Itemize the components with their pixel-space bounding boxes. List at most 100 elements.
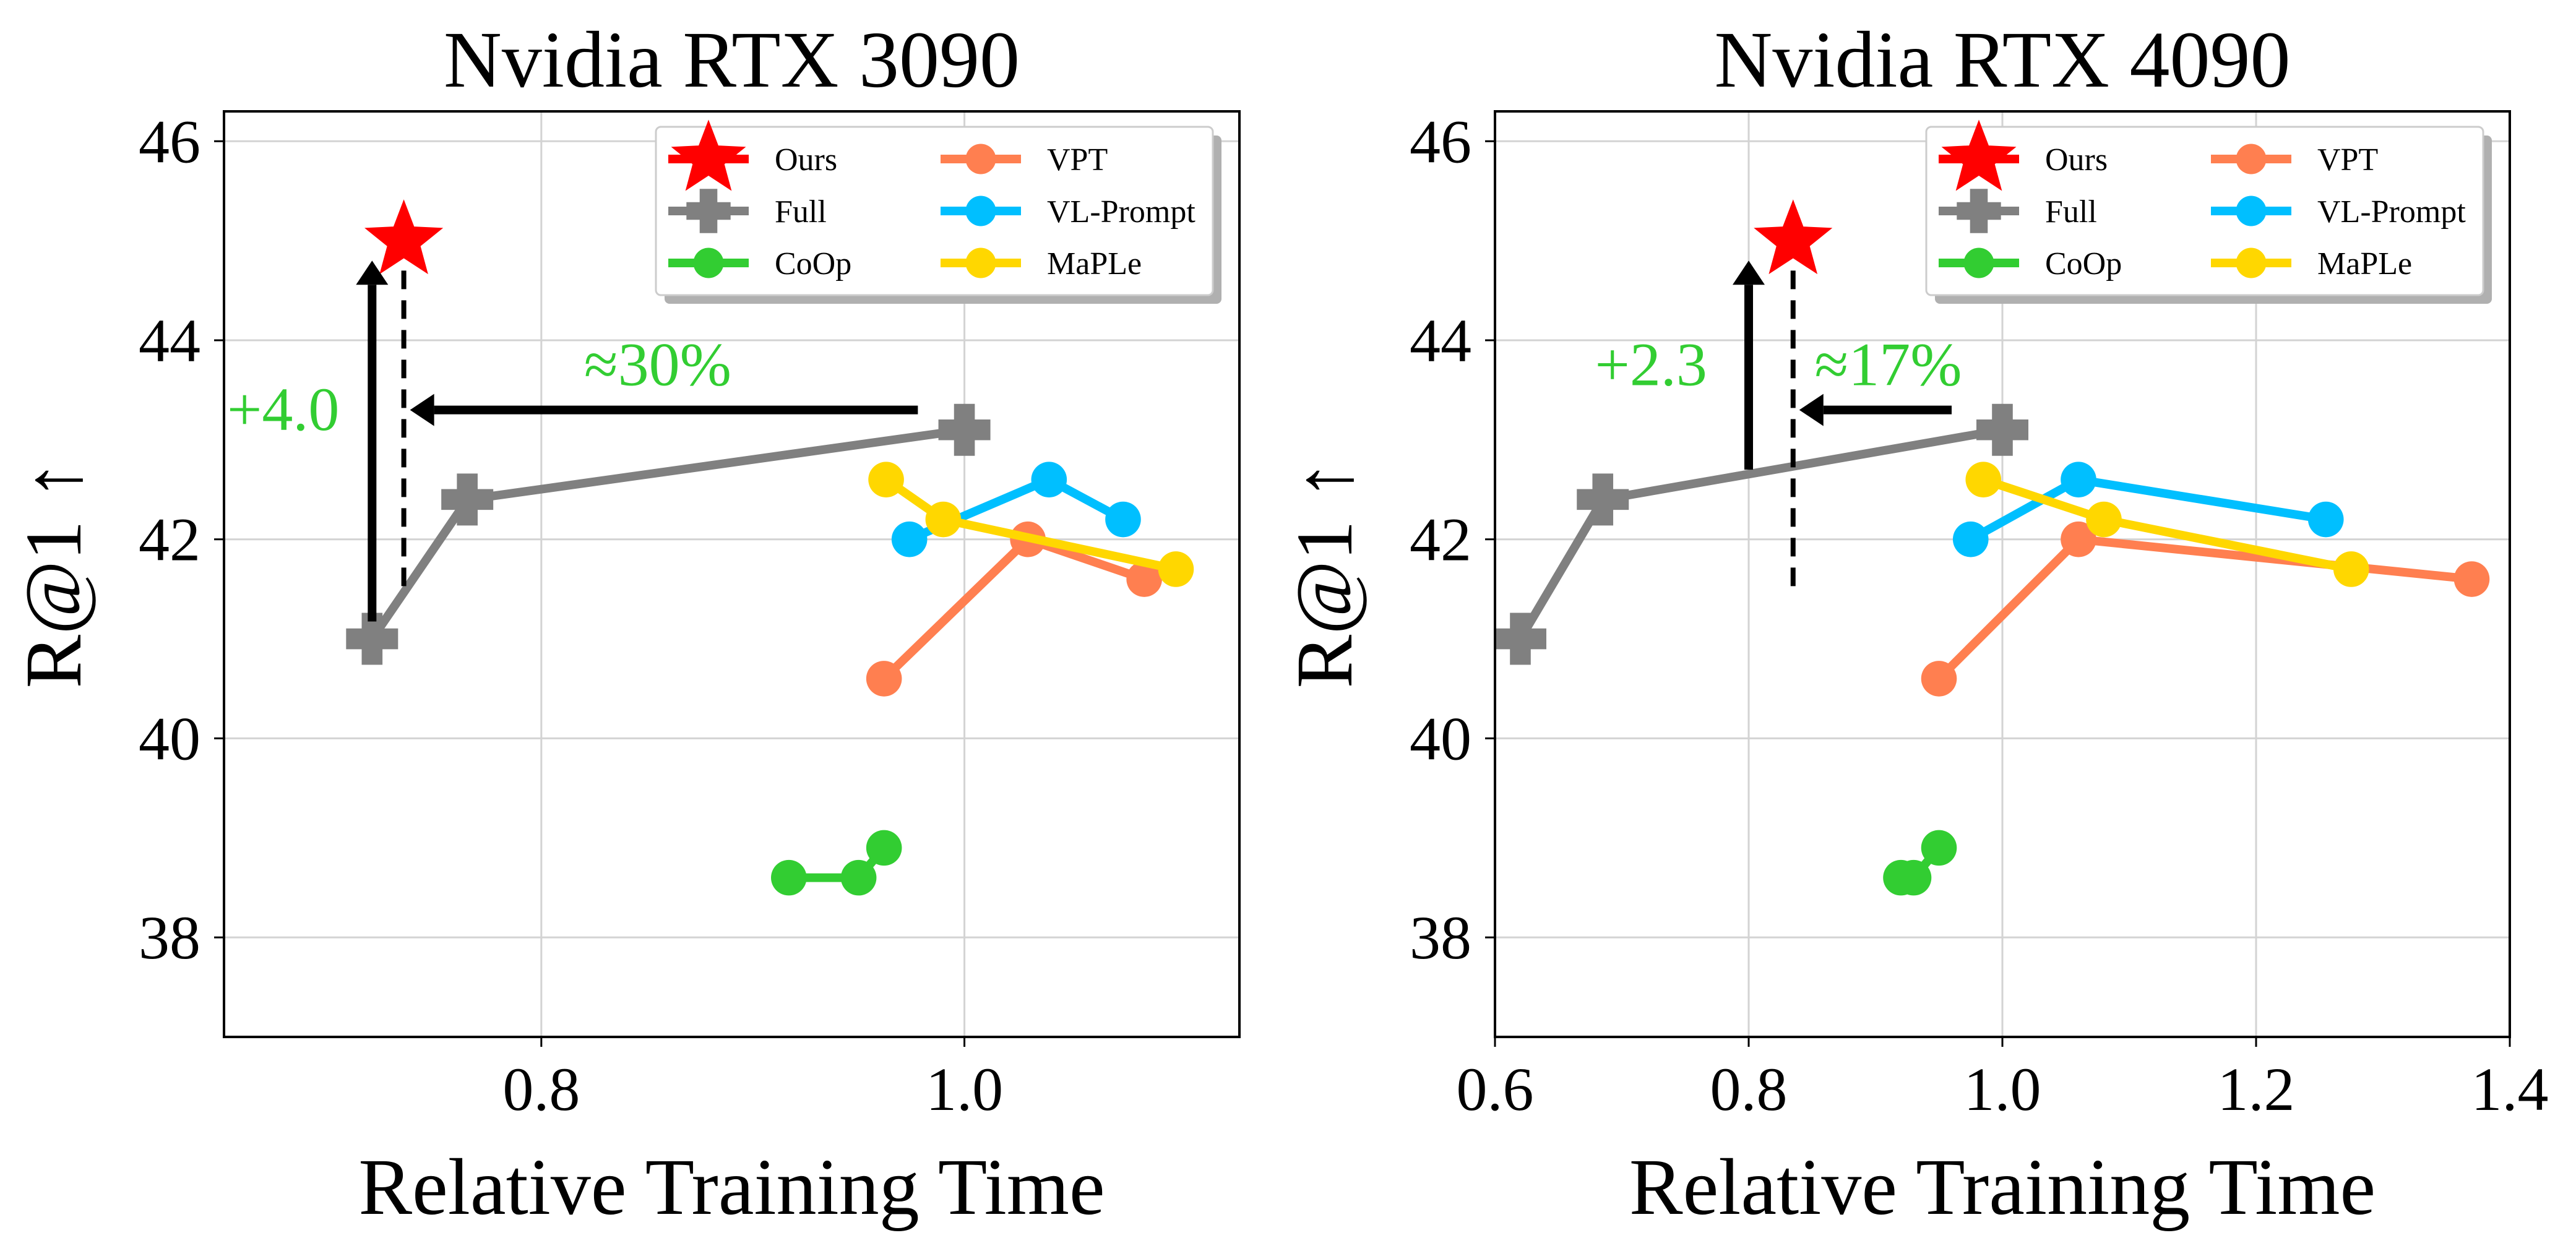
legend-swatch-marker	[1963, 247, 1994, 278]
legend-label: VPT	[2317, 142, 2378, 178]
legend-item-coop: CoOp	[668, 246, 851, 282]
chart-title: Nvidia RTX 4090	[1714, 15, 2290, 105]
data-point	[1952, 521, 1989, 557]
series-line	[881, 535, 1146, 682]
legend-item-ours: Ours	[668, 119, 837, 191]
legend-label: MaPLe	[2317, 246, 2412, 282]
data-point	[1494, 613, 1546, 665]
plot-frame	[223, 110, 1241, 1038]
speedup-arrow-head	[410, 393, 434, 426]
legend-swatch-marker	[693, 247, 724, 278]
legend-item-vpt: VPT	[941, 142, 1108, 178]
y-tick-label: 38	[139, 903, 200, 972]
legend-label: CoOp	[775, 246, 851, 282]
legend-swatch-marker	[965, 196, 996, 226]
speedup-annotation: ≈30%	[584, 330, 731, 398]
data-point	[1031, 462, 1067, 497]
y-tick-label: 40	[139, 704, 200, 773]
legend-item-vl-prompt: VL-Prompt	[2211, 194, 2466, 230]
series-maple	[1965, 462, 2369, 587]
legend-item-coop: CoOp	[1939, 246, 2122, 282]
series-vl-prompt	[1952, 462, 2344, 557]
data-point	[840, 859, 877, 896]
legend-label: VL-Prompt	[2317, 194, 2466, 230]
y-axis-label: R@1 ↑	[9, 460, 98, 689]
legend-item-maple: MaPLe	[941, 246, 1142, 282]
data-point	[2061, 462, 2096, 497]
legend-label: Full	[2045, 194, 2097, 230]
data-point	[1158, 551, 1194, 587]
series-vpt	[1921, 521, 2490, 697]
series-ours	[364, 199, 444, 275]
data-point	[1126, 561, 1162, 597]
x-tick-label: 1.2	[2218, 1055, 2295, 1124]
legend-item-vpt: VPT	[2211, 142, 2378, 178]
series-full	[1494, 403, 2028, 665]
legend-label: Ours	[2045, 142, 2108, 178]
series-line	[368, 425, 965, 642]
y-tick-label: 46	[1410, 107, 1471, 176]
y-tick-label: 46	[139, 107, 200, 176]
legend-item-ours: Ours	[1939, 119, 2108, 191]
series-full	[346, 403, 991, 665]
series-ours	[1754, 199, 1833, 275]
x-tick-label: 0.8	[1710, 1055, 1788, 1124]
data-point	[1895, 859, 1932, 896]
data-point	[866, 830, 902, 866]
legend-swatch-marker	[1957, 189, 2001, 233]
y-tick-label: 38	[1410, 903, 1471, 972]
legend-item-maple: MaPLe	[2211, 246, 2412, 282]
data-point	[891, 521, 928, 557]
y-axis-label: R@1 ↑	[1280, 460, 1369, 689]
legend: Ours Full CoOp VPT VL-Prompt MaPLe	[1925, 119, 2492, 304]
legend-box	[1925, 126, 2484, 296]
legend-swatch-marker	[965, 144, 996, 174]
x-tick-label: 1.4	[2471, 1055, 2549, 1124]
speedup-arrow-head	[1799, 393, 1824, 426]
data-point	[1577, 473, 1629, 526]
x-axis-label: Relative Training Time	[1629, 1143, 2376, 1232]
legend-swatch-marker	[671, 119, 746, 191]
legend-item-full: Full	[668, 189, 827, 233]
series-coop	[1883, 830, 1957, 896]
x-tick-label: 0.8	[502, 1055, 580, 1124]
annotation-group: +4.0 ≈30%	[227, 260, 918, 622]
chart-title: Nvidia RTX 3090	[444, 15, 1020, 105]
legend-swatch-marker	[965, 247, 996, 278]
data-point	[938, 403, 991, 456]
legend-item-full: Full	[1939, 189, 2097, 233]
y-tick-label: 44	[139, 306, 200, 375]
data-point	[441, 473, 494, 526]
data-point	[1921, 830, 1957, 866]
x-axis-label: Relative Training Time	[358, 1143, 1105, 1232]
y-tick-label: 40	[1410, 704, 1471, 773]
legend: Ours Full CoOp VPT VL-Prompt MaPLe	[655, 119, 1221, 304]
speedup-annotation: ≈17%	[1814, 330, 1962, 398]
chart-panel-2: 0.6 0.8 1.0 1.2 1.4 38 40 42 44 46 +2.3 ≈17% Ours Ful…	[1280, 15, 2549, 1232]
data-point	[1105, 501, 1141, 538]
legend-item-vl-prompt: VL-Prompt	[941, 194, 1195, 230]
data-point	[868, 462, 904, 497]
data-point	[2061, 521, 2096, 557]
gain-arrow-head	[1733, 260, 1765, 285]
legend-swatch-marker	[1941, 119, 2017, 191]
data-point	[771, 859, 807, 896]
data-point	[866, 661, 902, 697]
series-coop	[771, 830, 902, 896]
y-tick-label: 44	[1410, 306, 1471, 375]
legend-label: CoOp	[2045, 246, 2122, 282]
gain-arrow-head	[356, 260, 389, 285]
data-point	[2453, 561, 2490, 597]
legend-swatch-marker	[686, 189, 731, 233]
x-tick-label: 1.0	[1964, 1055, 2041, 1124]
data-point	[346, 613, 398, 665]
legend-swatch-marker	[2236, 247, 2267, 278]
legend-label: VL-Prompt	[1047, 194, 1195, 230]
data-point	[2333, 551, 2369, 587]
legend-swatch-marker	[2236, 196, 2267, 226]
gain-annotation: +4.0	[227, 375, 339, 444]
gain-annotation: +2.3	[1595, 330, 1707, 398]
data-point	[1754, 199, 1833, 275]
